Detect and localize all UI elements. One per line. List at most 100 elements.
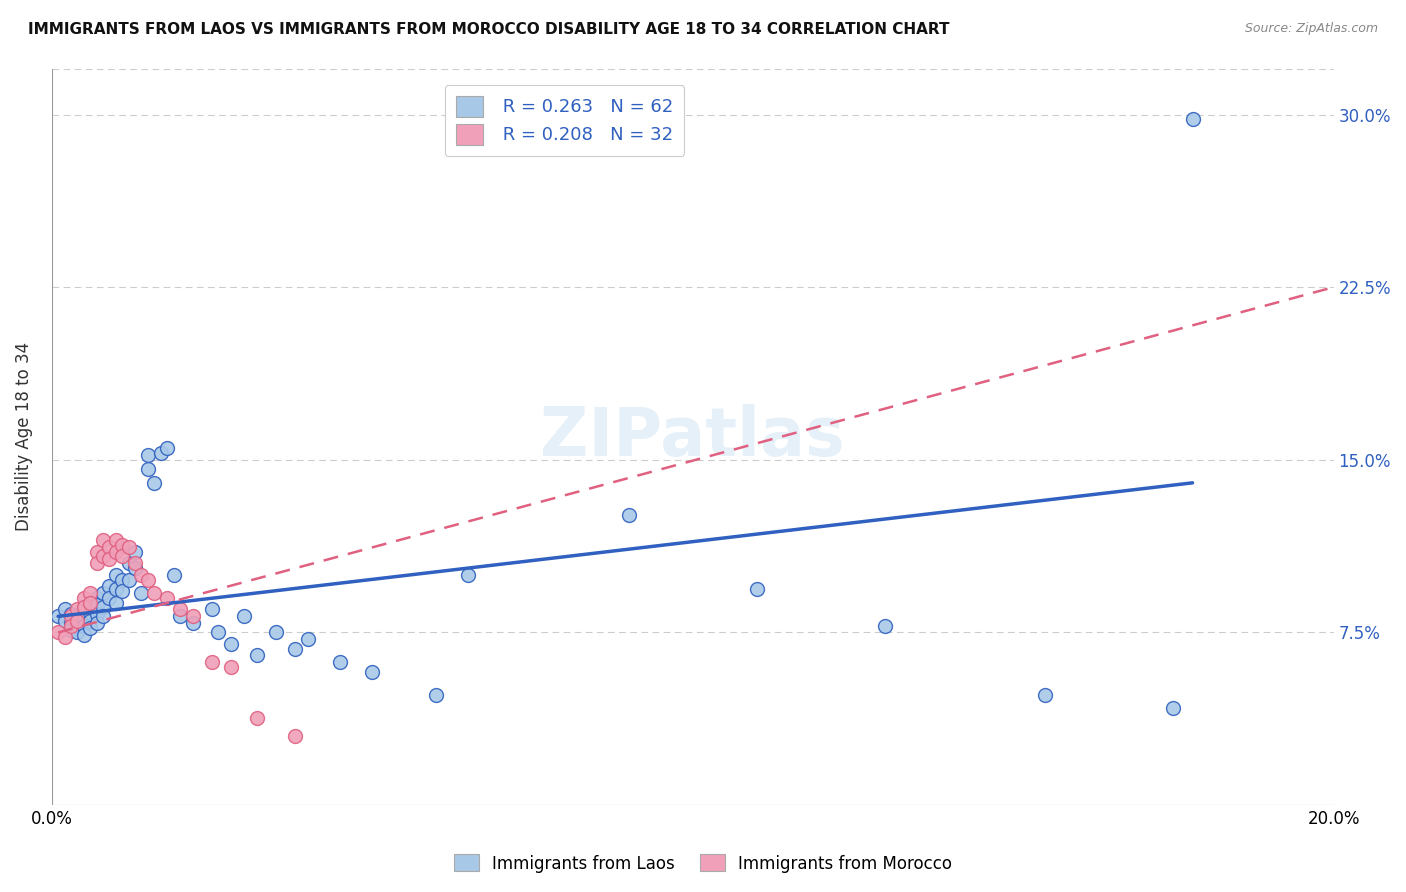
Point (207, 625, 229, 640)
Point (59, 616, 82, 631)
Point (59, 607, 82, 621)
Point (86, 557, 108, 571)
Point (118, 557, 141, 571)
Point (66, 614, 89, 628)
Point (91, 609, 114, 624)
Point (361, 665, 384, 679)
Point (66, 609, 89, 624)
Point (53, 630, 76, 644)
Legend: Immigrants from Laos, Immigrants from Morocco: Immigrants from Laos, Immigrants from Mo… (447, 847, 959, 880)
Point (79, 595, 101, 609)
Point (86, 616, 108, 631)
Point (181, 616, 204, 631)
Point (73, 612, 96, 626)
Point (169, 609, 191, 624)
Point (98, 541, 121, 555)
Point (79, 586, 101, 600)
Point (201, 602, 224, 616)
Point (111, 549, 134, 564)
Point (91, 533, 114, 548)
Point (86, 545, 108, 559)
Point (131, 586, 153, 600)
Point (264, 625, 287, 640)
Point (98, 591, 121, 605)
Point (86, 591, 108, 605)
Point (181, 609, 204, 624)
Point (91, 586, 114, 600)
Point (66, 602, 89, 616)
Point (169, 602, 191, 616)
Point (219, 637, 242, 651)
Point (143, 475, 166, 490)
Point (79, 614, 101, 628)
Point (86, 607, 108, 621)
Point (136, 448, 159, 462)
Point (59, 609, 82, 624)
Point (425, 688, 447, 702)
Point (118, 541, 141, 555)
Point (53, 614, 76, 628)
Point (1161, 701, 1184, 715)
Point (53, 602, 76, 616)
Point (156, 591, 179, 605)
Point (73, 600, 96, 615)
Point (1033, 688, 1056, 702)
Point (59, 623, 82, 637)
Point (98, 551, 121, 566)
Text: ZIPatlas: ZIPatlas (540, 404, 845, 470)
Point (246, 648, 269, 663)
Point (617, 508, 640, 522)
Point (246, 710, 269, 724)
Point (46, 625, 69, 640)
Point (297, 632, 319, 647)
Point (162, 568, 184, 582)
Point (124, 557, 146, 571)
Point (91, 549, 114, 564)
Point (457, 568, 479, 582)
Point (136, 462, 159, 476)
Point (143, 586, 166, 600)
Point (149, 446, 172, 460)
Point (118, 573, 141, 587)
Point (284, 729, 307, 743)
Point (104, 582, 127, 596)
Point (201, 656, 224, 670)
Point (46, 609, 69, 624)
Point (104, 545, 127, 559)
Point (79, 605, 101, 619)
Point (104, 595, 127, 609)
Point (131, 568, 153, 582)
Point (91, 600, 114, 615)
Point (873, 618, 896, 632)
Point (124, 561, 146, 575)
Point (111, 573, 134, 587)
Point (79, 595, 101, 609)
Point (1181, 112, 1204, 127)
Point (86, 598, 108, 612)
Point (233, 609, 256, 624)
Point (111, 538, 134, 552)
Point (111, 584, 134, 599)
Text: Source: ZipAtlas.com: Source: ZipAtlas.com (1244, 22, 1378, 36)
Point (79, 621, 101, 635)
Point (59, 618, 82, 632)
Point (98, 579, 121, 593)
Point (124, 545, 146, 559)
Point (73, 618, 96, 632)
Point (73, 602, 96, 616)
Point (104, 568, 127, 582)
Point (136, 573, 159, 587)
Point (66, 625, 89, 640)
Point (156, 442, 179, 456)
Legend:  R = 0.263   N = 62,  R = 0.208   N = 32: R = 0.263 N = 62, R = 0.208 N = 32 (444, 85, 685, 155)
Text: IMMIGRANTS FROM LAOS VS IMMIGRANTS FROM MOROCCO DISABILITY AGE 18 TO 34 CORRELAT: IMMIGRANTS FROM LAOS VS IMMIGRANTS FROM … (28, 22, 949, 37)
Point (745, 582, 768, 596)
Point (284, 641, 307, 656)
Point (66, 618, 89, 632)
Point (104, 533, 127, 548)
Point (329, 656, 352, 670)
Point (73, 591, 96, 605)
Y-axis label: Disability Age 18 to 34: Disability Age 18 to 34 (15, 343, 32, 532)
Point (73, 628, 96, 642)
Point (219, 660, 242, 674)
